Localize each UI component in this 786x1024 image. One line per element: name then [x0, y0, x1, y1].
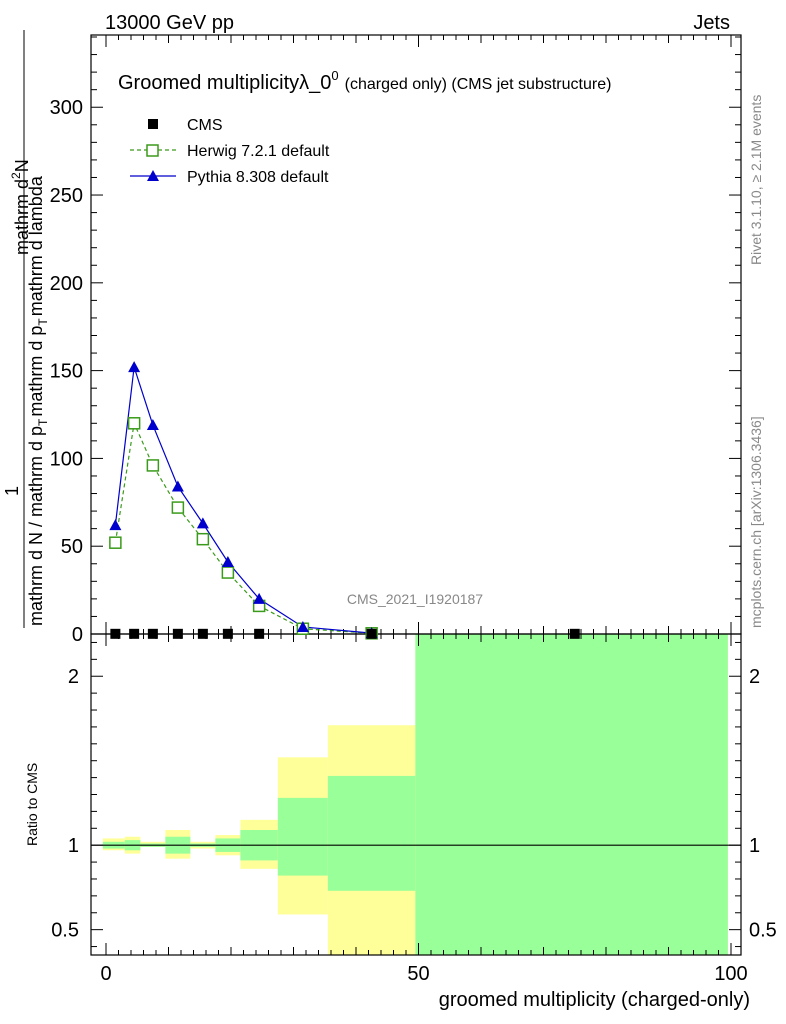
herwig-point [221, 566, 235, 579]
legend-label-cms: CMS [187, 117, 223, 134]
legend: CMS Herwig 7.2.1 default Pythia 8.308 de… [130, 117, 330, 186]
y-tick-label: 200 [50, 273, 83, 295]
cms-point [147, 628, 158, 639]
herwig-point [196, 532, 210, 546]
pythia-point [296, 620, 309, 632]
series-layer [109, 361, 580, 640]
herwig-point [146, 459, 160, 472]
cms-point [222, 628, 233, 639]
cms-point [110, 628, 121, 639]
y-tick-label: 300 [50, 97, 83, 119]
pythia-point [146, 419, 159, 431]
ratio-y-tick-label: 1 [68, 835, 79, 857]
x-tick-label: 100 [714, 963, 747, 985]
x-tick-label: 0 [100, 963, 111, 985]
header-energy-label: 13000 GeV pp [105, 12, 234, 34]
header-process-label: Jets [693, 12, 730, 34]
legend-marker-cms [148, 119, 158, 129]
y-tick-label: 150 [50, 361, 83, 383]
cms-point [129, 628, 140, 639]
x-axis-label: groomed multiplicity (charged-only) [439, 989, 750, 1011]
x-tick-label: 50 [407, 963, 429, 985]
pythia-point [253, 592, 266, 604]
cms-point [366, 628, 377, 639]
legend-label-pythia: Pythia 8.308 default [187, 169, 329, 186]
y-tick-label: 250 [50, 185, 83, 207]
herwig-point [171, 501, 185, 514]
pythia-point [109, 519, 122, 531]
main-frame [90, 34, 742, 635]
pythia-point [128, 361, 141, 373]
pythia-point [221, 556, 234, 568]
y-tick-label: 50 [61, 536, 83, 558]
ratio-y-label: Ratio to CMS [24, 763, 40, 846]
legend-marker-pythia [147, 170, 159, 181]
y-axis-one: 1 [2, 486, 22, 496]
herwig-point [127, 417, 141, 430]
rivet-label: Rivet 3.1.10, ≥ 2.1M events [748, 95, 764, 265]
y-tick-label: 0 [72, 624, 83, 646]
plot-title-sup: 0 [331, 68, 338, 83]
ratio-band-green-9 [415, 634, 728, 955]
ratio-y-tick-label: 0.5 [51, 920, 79, 942]
ratio-band-green-8 [327, 775, 416, 891]
herwig-point [109, 536, 122, 549]
ratio-bands [102, 634, 728, 955]
y-axis-denominator: mathrm d N / mathrm d pTmathrm d pTmathr… [26, 175, 50, 626]
analysis-watermark: CMS_2021_I1920187 [347, 591, 483, 607]
ratio-y-tick-label-right: 2 [749, 666, 760, 688]
pythia-point [171, 480, 184, 492]
ratio-y-tick-label-right: 1 [749, 835, 760, 857]
cms-point [172, 628, 183, 639]
ratio-y-tick-label-right: 0.5 [749, 920, 777, 942]
cms-point [569, 628, 580, 639]
y-axis-numerator: mathrm d2N [9, 159, 32, 255]
legend-marker-herwig [146, 144, 159, 157]
herwig-line [114, 421, 372, 634]
y-axis-label: mathrm d2N 1 mathrm d N / mathrm d pTmat… [2, 30, 50, 628]
pythia-point [196, 517, 209, 529]
cms-point [197, 628, 208, 639]
pythia-line [114, 366, 372, 634]
ratio-band-green-7 [277, 797, 328, 876]
plot-title-rest: (charged only) (CMS jet substructure) [345, 76, 612, 93]
mcplots-label: mcplots.cern.ch [arXiv:1306.3436] [748, 416, 764, 628]
y-tick-label: 100 [50, 448, 83, 470]
plot-title-main: Groomed multiplicityλ_0 [118, 72, 331, 94]
cms-point [254, 628, 265, 639]
plot-title: Groomed multiplicityλ_00 (charged only) (… [118, 68, 611, 94]
legend-label-herwig: Herwig 7.2.1 default [187, 143, 330, 160]
ratio-y-tick-label: 2 [68, 666, 79, 688]
